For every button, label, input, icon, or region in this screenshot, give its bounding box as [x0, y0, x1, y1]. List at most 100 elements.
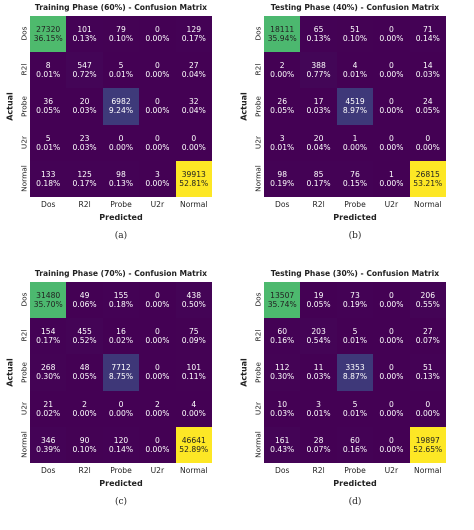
- x-tick-label: R2l: [312, 200, 325, 209]
- cell-percent: 0.00%: [415, 142, 440, 152]
- matrix-cell: 13507 35.74%: [264, 282, 301, 319]
- matrix-cell: 4519 8.97%: [336, 88, 374, 125]
- cell-percent: 0.02%: [36, 408, 61, 418]
- matrix-cell: 71 0.14%: [409, 16, 446, 53]
- matrix-cell: 0 0.00%: [373, 52, 410, 89]
- cell-percent: 0.00%: [270, 70, 295, 80]
- cell-percent: 0.14%: [108, 444, 134, 454]
- cell-count: 4: [191, 399, 197, 409]
- cell-percent: 0.00%: [145, 372, 170, 382]
- y-tick-label: Normal: [19, 431, 29, 458]
- cell-count: 27: [188, 61, 199, 71]
- cell-count: 19897: [415, 435, 440, 445]
- cell-count: 120: [113, 435, 129, 445]
- matrix-cell: 27320 36.15%: [30, 16, 67, 53]
- cell-count: 3353: [345, 363, 365, 373]
- cell-percent: 0.00%: [379, 444, 404, 454]
- matrix-cell: 0 0.00%: [139, 318, 176, 355]
- panel-caption: (d): [348, 497, 362, 507]
- matrix-cell: 60 0.16%: [264, 318, 301, 355]
- matrix-cell: 1 0.00%: [373, 160, 410, 197]
- cell-percent: 0.30%: [270, 372, 295, 382]
- cell-count: 13507: [270, 291, 295, 301]
- cell-percent: 0.17%: [306, 178, 331, 188]
- cell-percent: 0.00%: [145, 408, 170, 418]
- cell-percent: 35.70%: [33, 300, 63, 310]
- cell-count: 0: [388, 133, 394, 143]
- matrix-cell: 20 0.04%: [300, 124, 337, 161]
- matrix-cell: 0 0.00%: [373, 390, 410, 427]
- cell-percent: 0.13%: [108, 178, 134, 188]
- cell-percent: 0.72%: [72, 70, 97, 80]
- cell-count: 71: [422, 25, 433, 35]
- x-tick-label: Normal: [414, 466, 442, 475]
- matrix-cell: 120 0.14%: [102, 426, 140, 463]
- matrix-cell: 49 0.06%: [66, 282, 103, 319]
- matrix-cell: 48 0.05%: [66, 354, 103, 391]
- cell-count: 346: [40, 435, 56, 445]
- cell-percent: 0.07%: [415, 336, 440, 346]
- cell-percent: 0.54%: [306, 336, 331, 346]
- cell-percent: 0.03%: [415, 70, 440, 80]
- cell-percent: 0.01%: [306, 408, 331, 418]
- matrix-cell: 85 0.17%: [300, 160, 337, 197]
- panel-caption: (a): [114, 231, 128, 241]
- matrix-cell: 27 0.07%: [409, 318, 446, 355]
- matrix-cell: 65 0.13%: [300, 16, 337, 53]
- matrix-cell: 0 0.00%: [373, 318, 410, 355]
- matrix-cell: 6982 9.24%: [102, 88, 140, 125]
- cell-count: 3: [154, 169, 160, 179]
- matrix-cell: 133 0.18%: [30, 160, 67, 197]
- cell-percent: 35.94%: [267, 34, 297, 44]
- x-tick-label: Dos: [40, 200, 56, 209]
- cell-count: 27320: [36, 25, 61, 35]
- cell-percent: 0.00%: [145, 34, 170, 44]
- cell-count: 2: [154, 399, 160, 409]
- matrix-cell: 0 0.00%: [373, 124, 410, 161]
- y-tick-label: Dos: [19, 26, 29, 41]
- matrix-cell: 206 0.55%: [409, 282, 446, 319]
- matrix-cell: 0 0.00%: [102, 390, 140, 427]
- cell-count: 0: [154, 61, 160, 71]
- cell-percent: 0.05%: [306, 300, 331, 310]
- cell-percent: 0.14%: [415, 34, 440, 44]
- matrix-cell: 112 0.30%: [264, 354, 301, 391]
- matrix-cell: 0 0.00%: [139, 282, 176, 319]
- matrix-cell: 0 0.00%: [175, 124, 212, 161]
- cell-count: 0: [388, 97, 394, 107]
- y-tick-label: U2r: [253, 401, 263, 415]
- matrix-cell: 5 0.01%: [336, 318, 374, 355]
- cell-count: 129: [186, 25, 202, 35]
- cell-count: 0: [388, 363, 394, 373]
- y-tick-label: Dos: [253, 26, 263, 41]
- cell-count: 0: [154, 25, 160, 35]
- x-tick-label: U2r: [150, 466, 165, 475]
- cell-count: 85: [313, 169, 324, 179]
- matrix-cell: 388 0.77%: [300, 52, 337, 89]
- cell-count: 1: [352, 133, 358, 143]
- cell-percent: 0.00%: [379, 300, 404, 310]
- cell-percent: 0.00%: [72, 408, 97, 418]
- x-tick-label: R2l: [312, 466, 325, 475]
- cell-percent: 0.00%: [145, 444, 170, 454]
- matrix-cell: 24 0.05%: [409, 88, 446, 125]
- cell-percent: 0.19%: [342, 300, 368, 310]
- matrix-cell: 51 0.10%: [336, 16, 374, 53]
- matrix-cell: 90 0.10%: [66, 426, 103, 463]
- matrix-cell: 16 0.02%: [102, 318, 140, 355]
- cell-count: 39913: [181, 169, 206, 179]
- matrix-cell: 155 0.18%: [102, 282, 140, 319]
- matrix-cell: 2 0.00%: [264, 52, 301, 89]
- y-tick-label: Dos: [253, 292, 263, 307]
- matrix-cell: 39913 52.81%: [175, 160, 212, 197]
- cell-count: 75: [188, 327, 199, 337]
- matrix-cell: 14 0.03%: [409, 52, 446, 89]
- cell-count: 20: [79, 97, 90, 107]
- cell-count: 79: [116, 25, 126, 35]
- cell-count: 32: [188, 97, 199, 107]
- cell-count: 46641: [181, 435, 206, 445]
- cell-count: 0: [388, 399, 394, 409]
- matrix-cell: 3 0.01%: [264, 124, 301, 161]
- matrix-cell: 36 0.05%: [30, 88, 67, 125]
- cell-count: 0: [425, 133, 431, 143]
